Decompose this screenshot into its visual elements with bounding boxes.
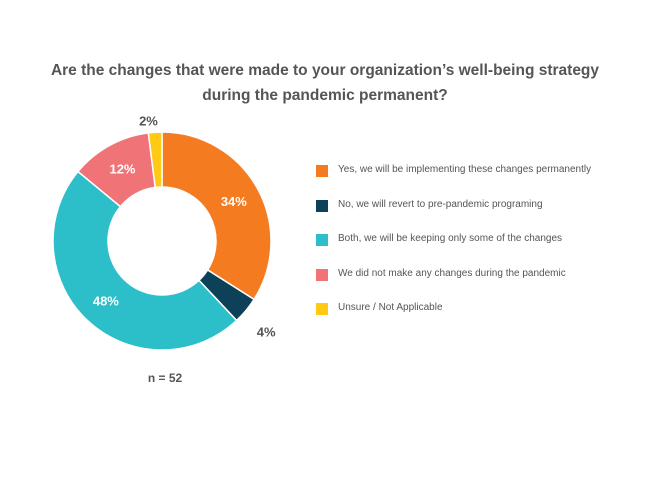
- legend-label: Yes, we will be implementing these chang…: [338, 164, 592, 175]
- slice-label-1: 4%: [257, 324, 276, 339]
- legend-label: We did not make any changes during the p…: [338, 267, 566, 279]
- slice-label-0: 34%: [221, 194, 247, 209]
- legend-swatch: [316, 303, 328, 315]
- legend-swatch: [316, 199, 328, 212]
- legend-label: Both, we will be keeping only some of th…: [338, 233, 563, 244]
- slice-4: [147, 131, 163, 189]
- legend-label: No, we will revert to pre-pandemic progr…: [338, 198, 543, 210]
- slice-0: [161, 131, 272, 301]
- slice-label-4: 2%: [139, 114, 158, 129]
- sample-size-note: n = 52: [147, 371, 183, 385]
- slice-label-2: 48%: [93, 293, 119, 308]
- legend-swatch: [316, 234, 328, 246]
- legend-swatch: [316, 165, 328, 177]
- chart-title: Are the changes that were made to your o…: [50, 62, 600, 104]
- legend-label: Unsure / Not Applicable: [338, 302, 443, 313]
- slice-2: [52, 170, 238, 351]
- slice-label-3: 12%: [109, 162, 135, 177]
- legend-swatch: [316, 268, 328, 281]
